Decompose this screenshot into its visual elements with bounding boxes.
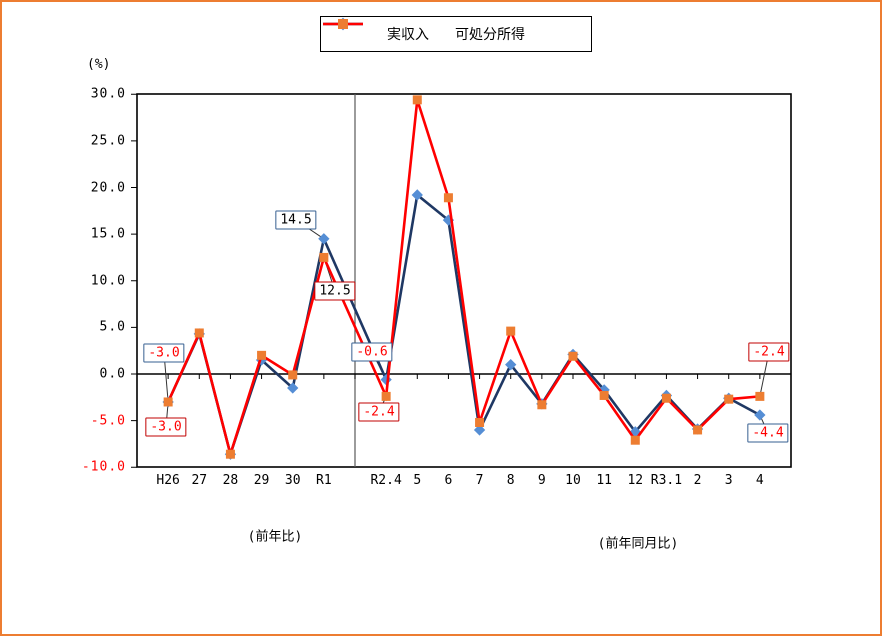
y-axis-label: 30.0: [90, 86, 126, 102]
series-marker-square: [661, 393, 671, 403]
series-marker-square: [755, 391, 765, 401]
series-marker-square: [506, 326, 516, 336]
x-axis-label: 6: [444, 473, 453, 488]
series-marker-square: [443, 193, 453, 203]
legend-line-square-icon: [323, 19, 363, 29]
x-axis-label: R1: [316, 473, 332, 488]
x-axis-label: 30: [284, 473, 301, 488]
x-axis-label: 9: [537, 473, 546, 488]
series-marker-diamond: [318, 233, 330, 245]
y-axis-label: 15.0: [90, 226, 126, 242]
x-axis-label: R3.1: [650, 473, 683, 488]
series-marker-square: [412, 95, 422, 105]
legend-label-jisshunyu: 実収入: [387, 27, 429, 43]
series-marker-diamond: [287, 382, 299, 394]
x-axis-label: H26: [156, 473, 180, 488]
x-axis-label: 2: [693, 473, 702, 488]
annotation--2.4: -2.4: [358, 402, 400, 422]
series-marker-square: [693, 425, 703, 435]
y-axis-label: 20.0: [90, 180, 126, 195]
x-axis-label: 8: [506, 473, 515, 488]
legend: 実収入 可処分所得: [320, 16, 592, 52]
legend-label-kashobun: 可処分所得: [455, 27, 525, 43]
x-axis-label: 29: [253, 473, 270, 488]
annotation--3.0: -3.0: [143, 343, 185, 363]
series-marker-square: [163, 397, 173, 407]
y-axis-unit-label: (%): [87, 57, 111, 72]
legend-item-jisshunyu: 実収入: [323, 17, 429, 44]
annotation--0.6: -0.6: [351, 342, 393, 362]
series-marker-diamond: [754, 409, 766, 421]
y-axis-label: -5.0: [90, 413, 126, 429]
y-axis-label: 25.0: [90, 133, 126, 149]
y-axis-label: -10.0: [81, 459, 126, 475]
y-axis-label: 5.0: [99, 319, 126, 335]
series-marker-square: [257, 350, 267, 360]
legend-item-kashobun: 可処分所得: [323, 19, 525, 44]
x-axis-label: 11: [596, 473, 612, 488]
section-label-yearly: (前年比): [247, 529, 303, 545]
x-axis-label: 4: [755, 473, 764, 488]
series-marker-square: [381, 391, 391, 401]
series-marker-square: [475, 417, 485, 427]
series-marker-square: [537, 400, 547, 410]
series-marker-square: [630, 435, 640, 445]
annotation--3.0: -3.0: [145, 417, 187, 437]
section-label-monthly: (前年同月比): [597, 536, 679, 552]
x-axis-label: 27: [191, 473, 208, 488]
annotation-12.5: 12.5: [314, 281, 356, 301]
series-marker-square: [724, 394, 734, 404]
plot-border: [136, 93, 792, 468]
series-marker-diamond: [380, 373, 392, 386]
series-marker-diamond: [411, 189, 423, 201]
x-axis-label: 7: [475, 473, 484, 488]
series-marker-square: [225, 449, 235, 459]
annotation--4.4: -4.4: [747, 423, 789, 443]
x-axis-label: 5: [413, 473, 422, 488]
x-axis-label: 28: [222, 473, 239, 488]
series-line-0: [166, 192, 761, 459]
x-axis-label: 12: [627, 473, 644, 488]
x-axis-label: 3: [724, 473, 733, 488]
y-axis-label: 0.0: [99, 366, 126, 382]
series-marker-square: [194, 328, 204, 338]
series-marker-square: [319, 252, 329, 262]
series-marker-diamond: [473, 424, 486, 436]
series-marker-diamond: [505, 359, 517, 371]
series-marker-square: [288, 370, 298, 380]
y-axis-label: 10.0: [90, 273, 126, 289]
series-marker-square: [568, 351, 578, 361]
annotation--2.4: -2.4: [748, 342, 790, 362]
annotation-14.5: 14.5: [275, 210, 317, 230]
x-axis-label: R2.4: [370, 473, 402, 488]
x-axis-label: 10: [565, 473, 581, 488]
series-marker-square: [599, 390, 609, 400]
